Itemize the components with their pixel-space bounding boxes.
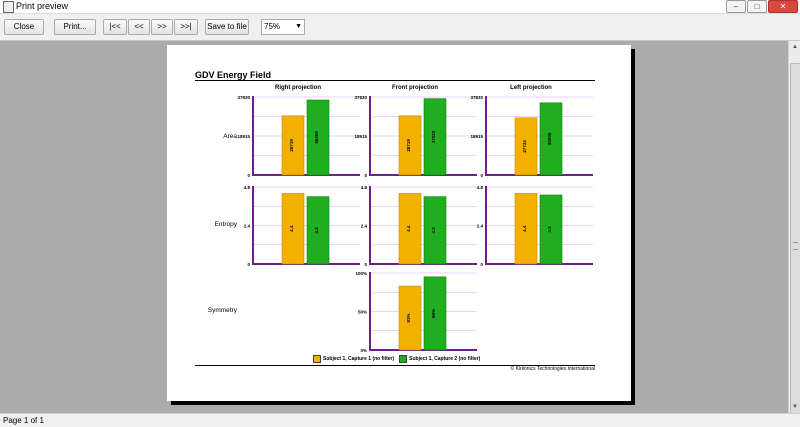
legend-item-capture-1: Subject 1, Capture 1 (no filter)	[313, 355, 394, 363]
chart-bar	[306, 196, 330, 265]
chart-tick-label: 0%	[360, 348, 367, 353]
chart-tick-label: 2.4	[361, 224, 368, 229]
last-page-button[interactable]: >>|	[174, 19, 198, 35]
chart-data-label: 4.4	[522, 225, 527, 232]
chart-bar	[539, 102, 563, 176]
scroll-down-icon[interactable]: ▼	[792, 404, 798, 410]
chart-tick-label: 18915	[237, 134, 250, 139]
chart-tick-label: 4.8	[361, 185, 368, 190]
chart-data-label: 27734	[522, 140, 527, 153]
chart-bar	[281, 115, 305, 176]
first-page-button[interactable]: |<<	[103, 19, 127, 35]
print-button[interactable]: Print...	[54, 19, 96, 35]
chart-tick-label: 37830	[237, 95, 250, 100]
charts-canvas: 37830 18915 0 28719 36365 37830 18915 0 28719 370…	[237, 95, 593, 353]
chart-bar	[514, 193, 538, 265]
chart-tick-label: 4.8	[244, 185, 251, 190]
chart-data-label: 37023	[431, 130, 436, 143]
close-window-button[interactable]: ✕	[768, 0, 798, 13]
chart-bar	[423, 98, 447, 176]
column-title-front: Front projection	[392, 85, 438, 91]
chart-tick-label: 2.4	[244, 224, 251, 229]
chart-bar	[306, 99, 330, 176]
legend-swatch-1	[313, 355, 321, 363]
chart-tick-label: 0	[364, 173, 367, 178]
chart-data-label: 35000	[547, 132, 552, 145]
legend-label-1: Subject 1, Capture 1 (no filter)	[323, 356, 395, 362]
chart-tick-label: 18915	[354, 134, 367, 139]
chart-legend: Subject 1, Capture 1 (no filter) Subject…	[313, 355, 485, 363]
legend-swatch-2	[399, 355, 408, 363]
chart-data-label: 4.2	[431, 227, 436, 234]
chart-bar	[539, 194, 563, 265]
scroll-thumb[interactable]	[790, 63, 800, 425]
close-button[interactable]: Close	[4, 19, 44, 35]
title-divider	[195, 80, 595, 81]
chart-data-label: 4.3	[547, 226, 552, 233]
row-label-symmetry: Symmetry	[207, 307, 237, 314]
save-to-file-button[interactable]: Save to file	[205, 19, 249, 35]
row-label-area: Area	[223, 133, 237, 140]
chart-tick-label: 0	[364, 262, 367, 267]
chart-data-label: 28719	[289, 139, 294, 152]
chart-tick-label: 0	[480, 173, 483, 178]
chart-bar	[281, 193, 305, 265]
report-page: GDV Energy Field Right projection Front …	[167, 45, 631, 401]
chart-data-label: 4.2	[314, 227, 319, 234]
page-indicator: Page 1 of 1	[3, 416, 44, 425]
window-controls: – □ ✕	[725, 0, 798, 13]
chart-tick-label: 0	[247, 173, 250, 178]
print-preview-icon	[3, 1, 14, 13]
footer-divider	[195, 365, 595, 366]
chart-tick-label: 50%	[358, 310, 367, 315]
previous-page-button[interactable]: <<	[128, 19, 150, 35]
zoom-select[interactable]: 75% ▼	[261, 19, 305, 35]
chart-bar	[398, 285, 422, 351]
chart-tick-label: 18915	[470, 134, 483, 139]
chart-bar	[423, 196, 447, 265]
minimize-button[interactable]: –	[726, 0, 746, 13]
chart-bar	[423, 276, 447, 351]
title-bar: Print preview – □ ✕	[0, 0, 800, 14]
chart-tick-label: 0	[247, 262, 250, 267]
chart-data-label: 4.4	[406, 225, 411, 232]
next-page-button[interactable]: >>	[151, 19, 173, 35]
report-title: GDV Energy Field	[195, 70, 272, 80]
chart-tick-label: 0	[480, 262, 483, 267]
chart-data-label: 95%	[431, 309, 436, 318]
chevron-down-icon: ▼	[295, 23, 302, 30]
column-title-right: Right projection	[275, 85, 321, 91]
copyright-text: © Kirlionics Technologies International	[510, 366, 595, 372]
chart-tick-label: 37830	[354, 95, 367, 100]
window-title: Print preview	[16, 1, 69, 11]
chart-data-label: 36365	[314, 131, 319, 144]
status-bar: Page 1 of 1	[0, 413, 800, 427]
chart-tick-label: 2.4	[477, 224, 484, 229]
chart-data-label: 83%	[406, 314, 411, 323]
chart-data-label: 4.4	[289, 225, 294, 232]
chart-tick-label: 4.8	[477, 185, 484, 190]
chart-bar	[398, 115, 422, 176]
maximize-button[interactable]: □	[747, 0, 767, 13]
chart-tick-label: 100%	[355, 271, 367, 276]
chart-data-label: 28719	[406, 139, 411, 152]
scroll-up-icon[interactable]: ▲	[792, 44, 798, 50]
toolbar: Close Print... |<< << >> >>| Save to fil…	[0, 14, 800, 41]
zoom-value: 75%	[264, 22, 281, 31]
column-title-left: Left projection	[510, 85, 552, 91]
chart-bar	[514, 117, 538, 176]
legend-item-capture-2: Subject 1, Capture 2 (no filter)	[399, 355, 480, 363]
grip-icon	[793, 242, 798, 250]
chart-bar	[398, 193, 422, 265]
vertical-scrollbar[interactable]: ▲ ▼	[788, 41, 800, 425]
legend-label-2: Subject 1, Capture 2 (no filter)	[409, 356, 481, 362]
row-label-entropy: Entropy	[214, 221, 237, 228]
chart-tick-label: 37830	[470, 95, 483, 100]
